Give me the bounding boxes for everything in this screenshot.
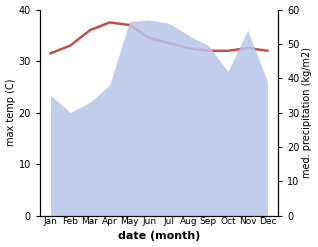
Y-axis label: med. precipitation (kg/m2): med. precipitation (kg/m2) xyxy=(302,47,313,178)
X-axis label: date (month): date (month) xyxy=(118,231,200,242)
Y-axis label: max temp (C): max temp (C) xyxy=(5,79,16,146)
